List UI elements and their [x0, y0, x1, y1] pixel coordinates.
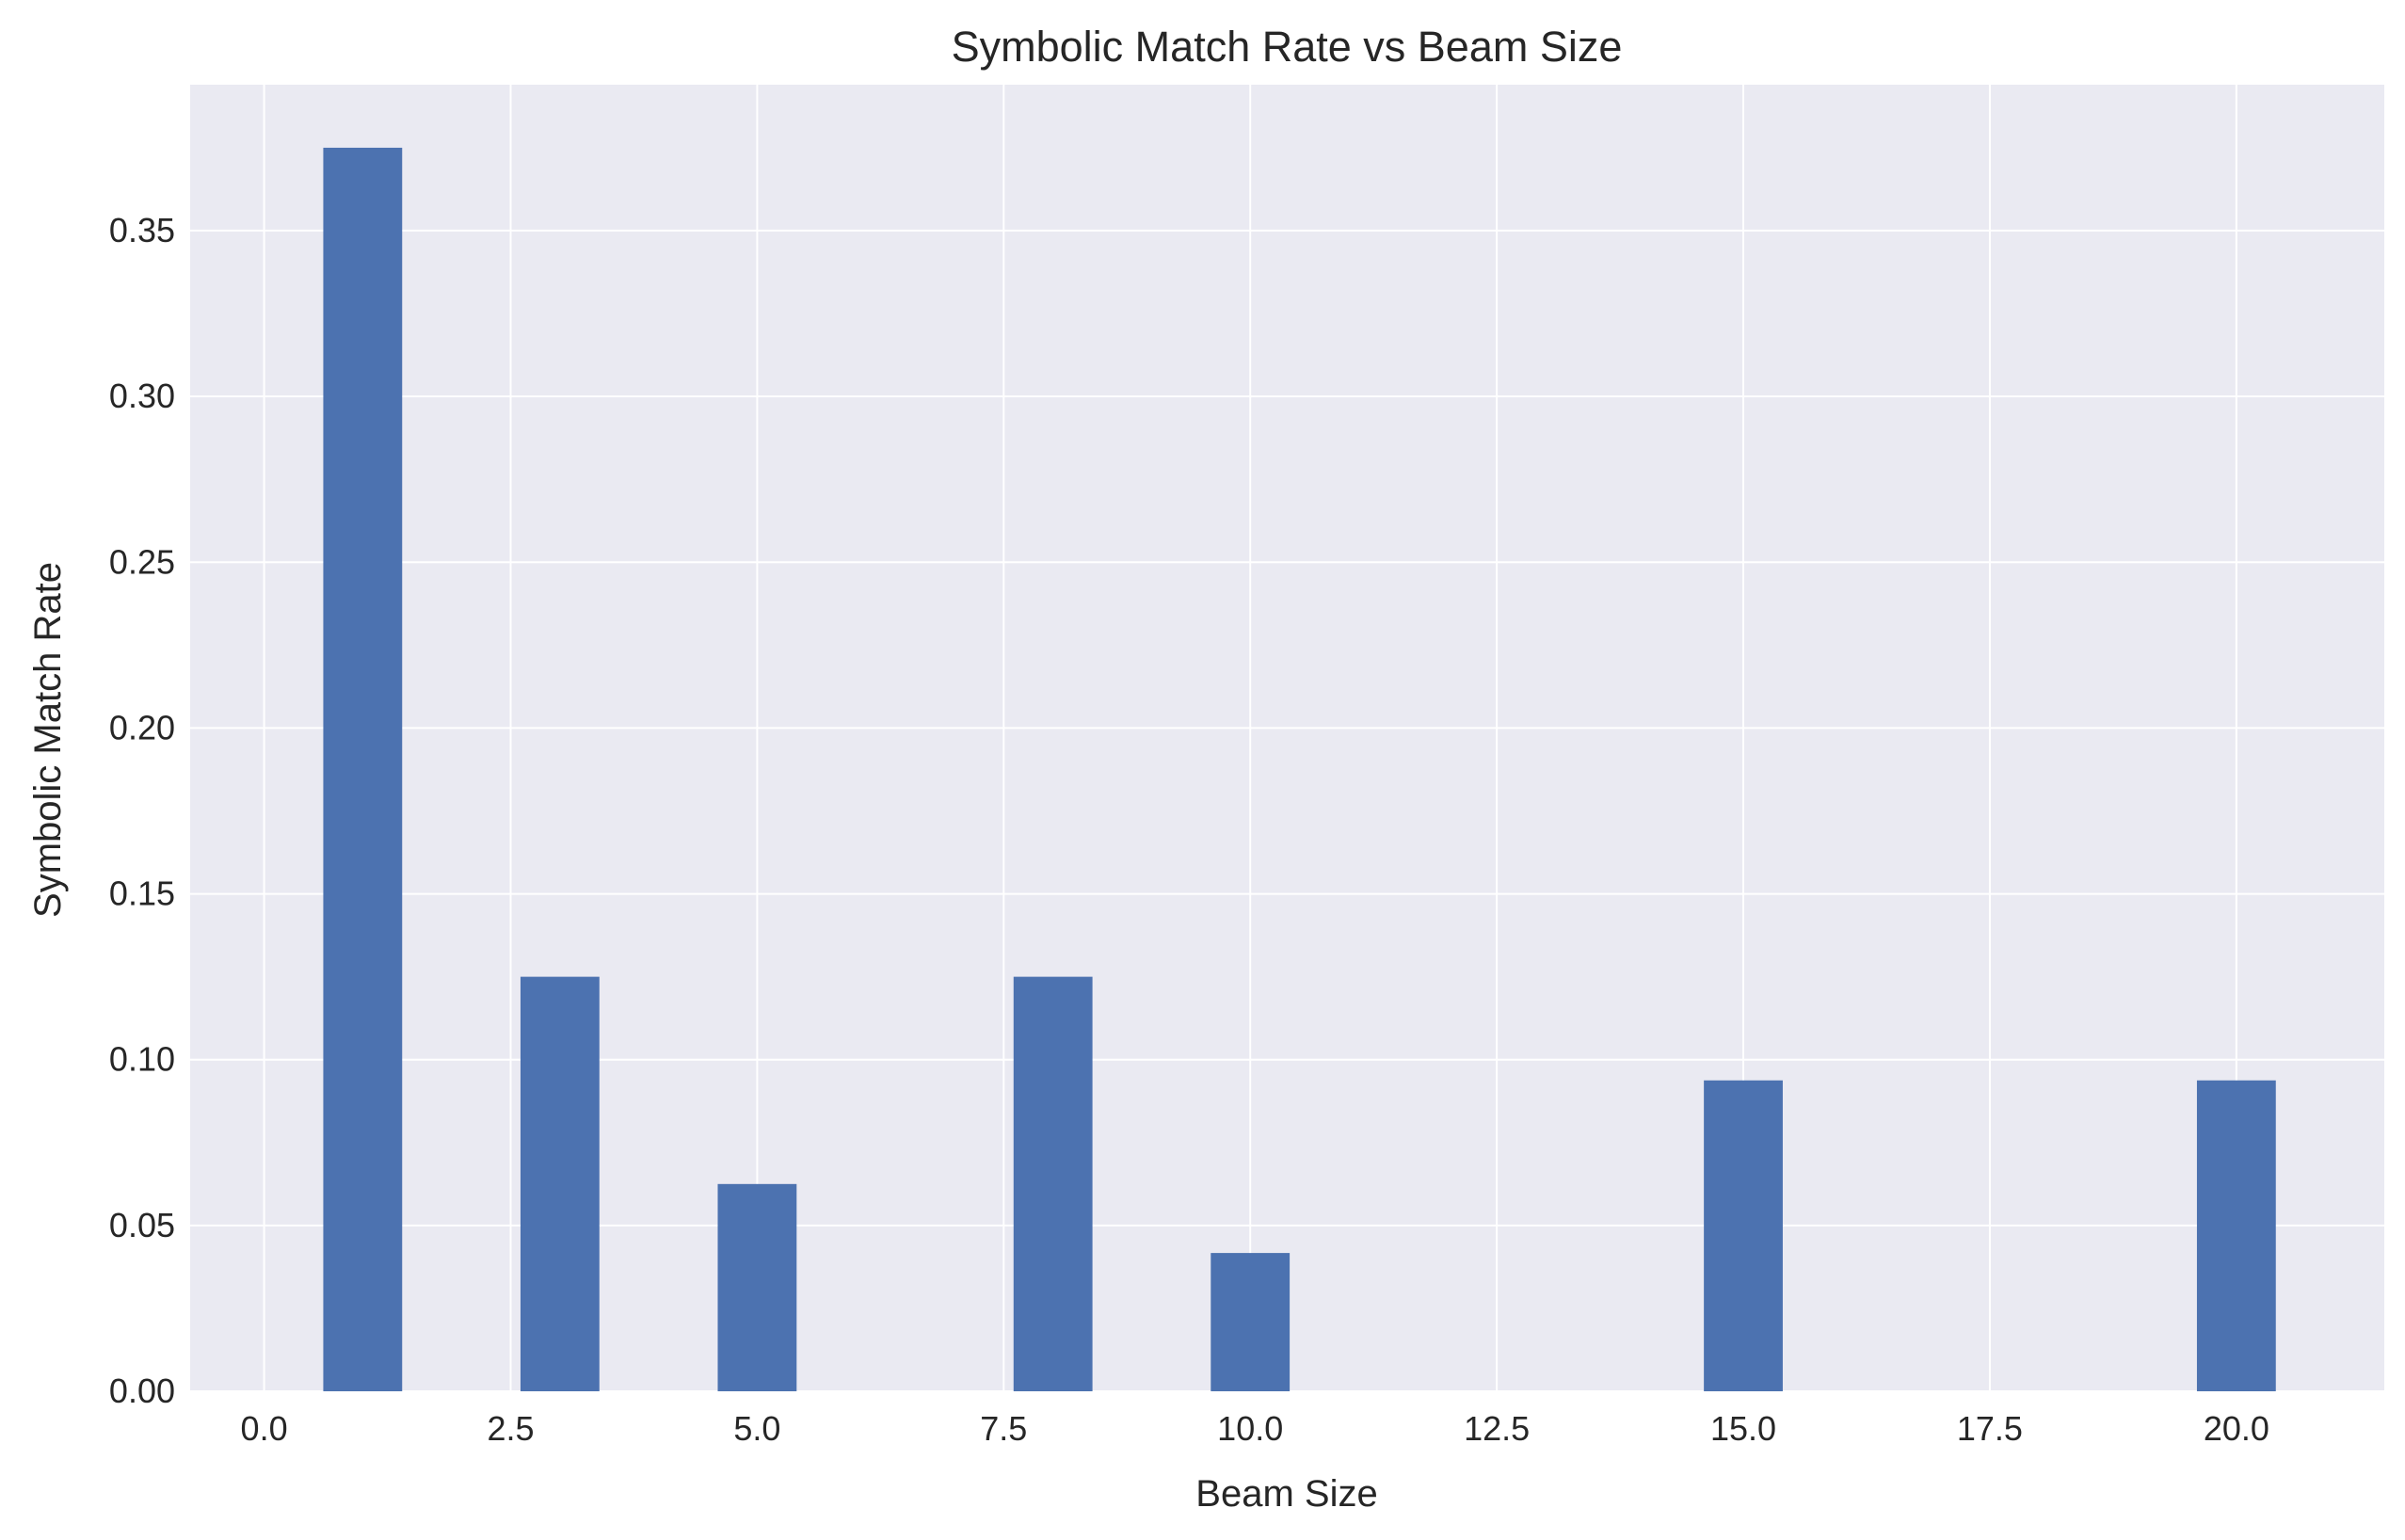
y-tick-label: 0.25 — [109, 542, 175, 581]
y-tick-label: 0.20 — [109, 708, 175, 746]
bar-beam-8 — [1013, 976, 1093, 1391]
bar-beam-15 — [1704, 1080, 1783, 1391]
x-tick-label: 12.5 — [1464, 1409, 1530, 1448]
x-axis-ticks: 0.0 2.5 5.0 7.5 10.0 12.5 15.0 17.5 20.0 — [241, 1409, 2269, 1448]
x-tick-label: 0.0 — [241, 1409, 288, 1448]
y-axis-ticks: 0.00 0.05 0.10 0.15 0.20 0.25 0.30 0.35 — [109, 211, 175, 1410]
y-tick-label: 0.35 — [109, 211, 175, 249]
bars — [323, 147, 2276, 1392]
y-tick-label: 0.15 — [109, 874, 175, 913]
bar-beam-5 — [717, 1183, 797, 1391]
x-tick-label: 15.0 — [1710, 1409, 1776, 1448]
x-tick-label: 5.0 — [733, 1409, 780, 1448]
x-tick-label: 7.5 — [980, 1409, 1027, 1448]
x-tick-label: 20.0 — [2204, 1409, 2269, 1448]
y-tick-label: 0.30 — [109, 377, 175, 415]
y-tick-label: 0.00 — [109, 1372, 175, 1410]
bar-beam-10 — [1211, 1253, 1291, 1391]
y-axis-title: Symbolic Match Rate — [27, 562, 69, 918]
x-axis-title: Beam Size — [1195, 1473, 1377, 1515]
x-tick-label: 10.0 — [1217, 1409, 1283, 1448]
y-tick-label: 0.10 — [109, 1040, 175, 1079]
y-tick-label: 0.05 — [109, 1206, 175, 1244]
chart-title: Symbolic Match Rate vs Beam Size — [952, 23, 1623, 71]
plot-area — [190, 85, 2384, 1391]
x-tick-label: 2.5 — [487, 1409, 534, 1448]
bar-beam-20 — [2196, 1080, 2276, 1391]
bar-beam-3 — [520, 976, 600, 1391]
bar-beam-1 — [323, 147, 403, 1392]
x-tick-label: 17.5 — [1957, 1409, 2023, 1448]
